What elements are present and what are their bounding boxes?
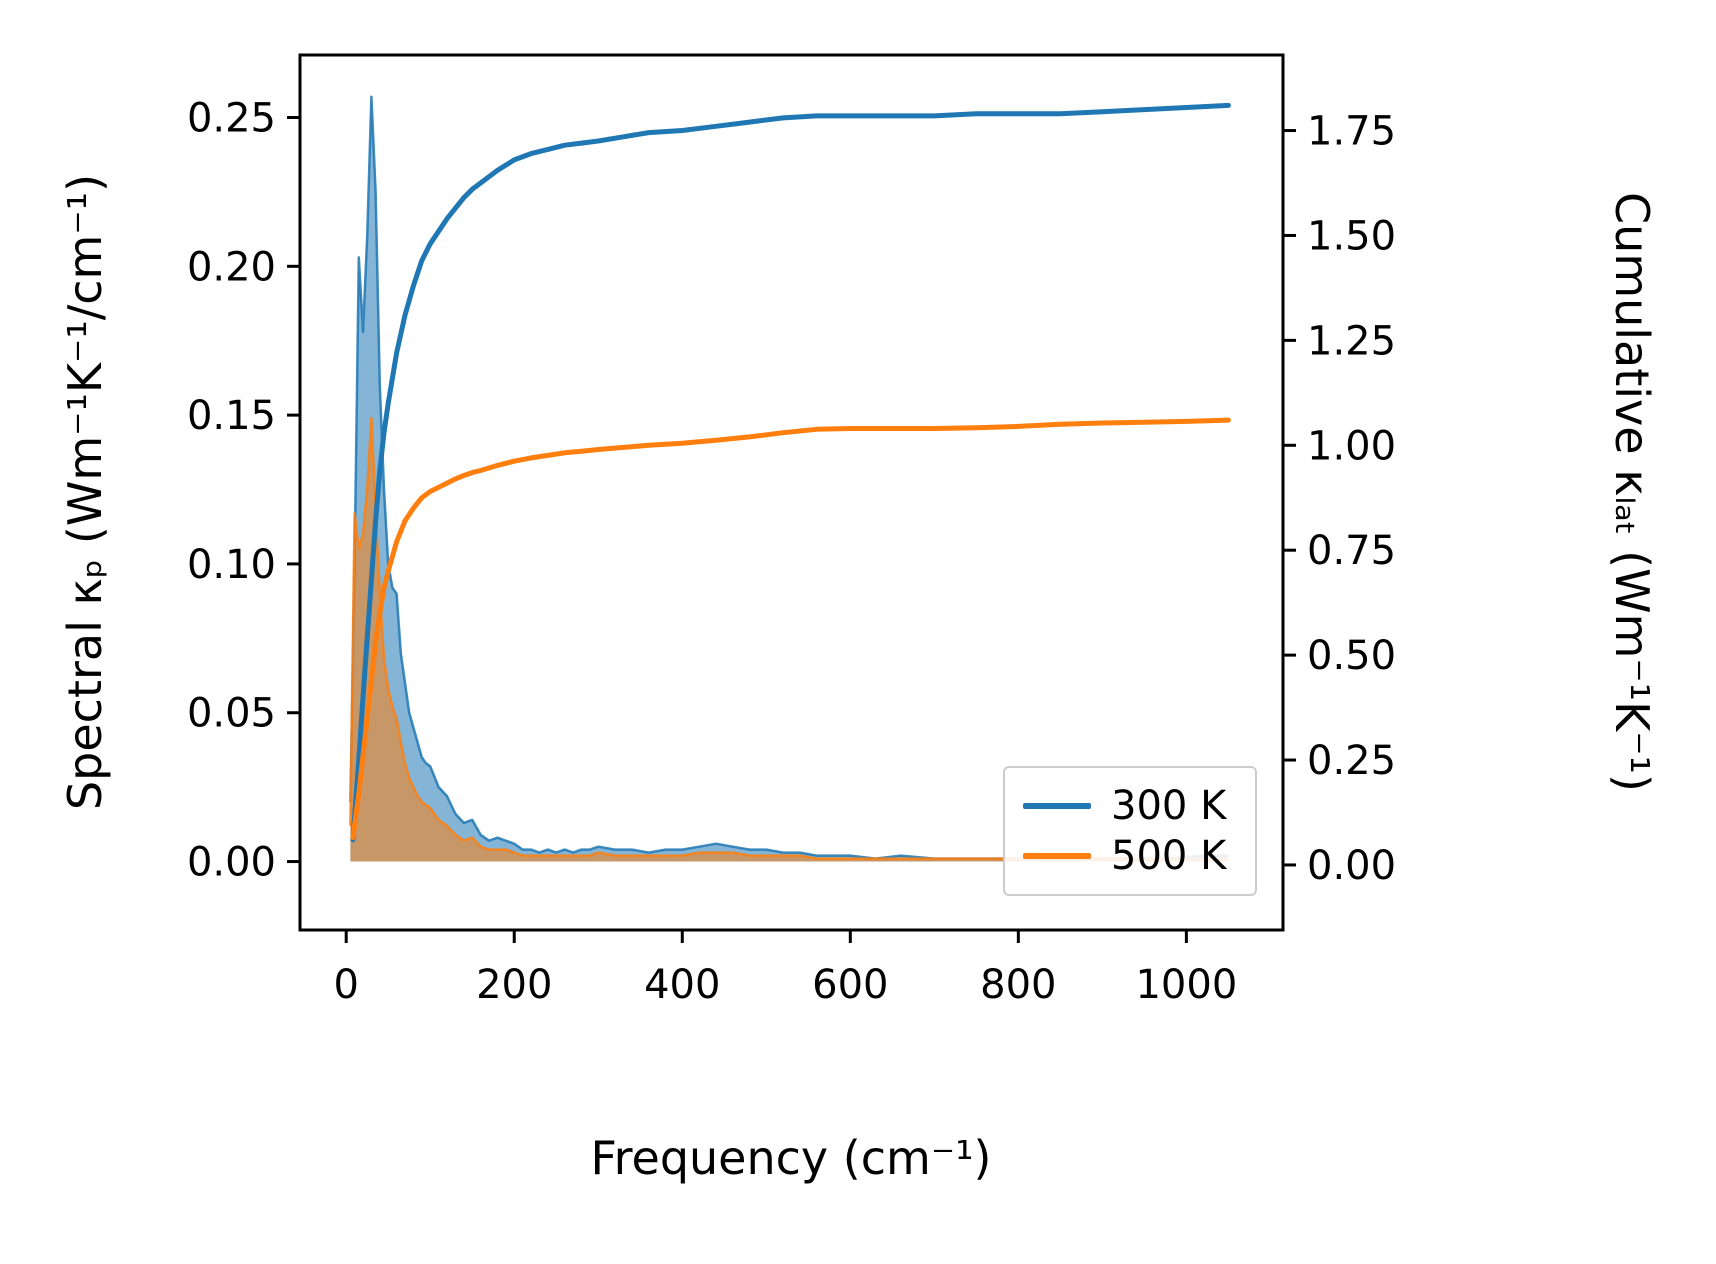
- x-tick-label: 1000: [1135, 962, 1237, 1008]
- legend-entry: 500 K: [1023, 836, 1255, 876]
- y-tick-label-right: 0.50: [1307, 633, 1396, 679]
- y-tick-label-left: 0.20: [187, 244, 276, 290]
- series-edge-500-k-spectral: [349, 416, 1229, 860]
- y-tick-label-left: 0.05: [187, 691, 276, 737]
- y-tick-label-right: 1.00: [1307, 423, 1396, 469]
- legend: 300 K 500 K: [1003, 766, 1257, 896]
- y-tick-label-right: 0.75: [1307, 528, 1396, 574]
- x-tick-label: 800: [980, 962, 1056, 1008]
- y-tick-label-right: 1.50: [1307, 213, 1396, 259]
- y-axis-label-right: Cumulative κₗₐₜ (Wm⁻¹K⁻¹): [1605, 192, 1659, 792]
- series-area-300-k-spectral: [350, 96, 1229, 862]
- plot-border: [298, 53, 1285, 932]
- y-tick-label-right: 1.75: [1307, 109, 1396, 155]
- y-tick-label-left: 0.10: [187, 542, 276, 588]
- legend-entry: 300 K: [1023, 786, 1255, 826]
- x-tick-label: 200: [476, 962, 552, 1008]
- y-tick-label-left: 0.25: [187, 96, 276, 142]
- series-line-300-k-cumulative: [350, 102, 1231, 843]
- series-edge-300-k-spectral: [349, 95, 1229, 860]
- legend-line-sample-500k: [1023, 853, 1091, 859]
- y-tick-label-right: 0.25: [1307, 738, 1396, 784]
- x-tick-label: 0: [333, 962, 358, 1008]
- x-tick-label: 600: [812, 962, 888, 1008]
- y-tick-label-left: 0.00: [187, 840, 276, 886]
- legend-line-sample-300k: [1023, 803, 1091, 809]
- legend-label-500k: 500 K: [1111, 833, 1227, 879]
- legend-label-300k: 300 K: [1111, 783, 1227, 829]
- y-tick-label-left: 0.15: [187, 393, 276, 439]
- x-tick-label: 400: [644, 962, 720, 1008]
- y-tick-label-right: 1.25: [1307, 318, 1396, 364]
- y-tick-label-right: 0.00: [1307, 843, 1396, 889]
- x-axis-label: Frequency (cm⁻¹): [590, 1131, 992, 1185]
- y-axis-label-left: Spectral κₚ (Wm⁻¹K⁻¹/cm⁻¹): [58, 173, 112, 811]
- series-line-500-k-cumulative: [350, 417, 1231, 841]
